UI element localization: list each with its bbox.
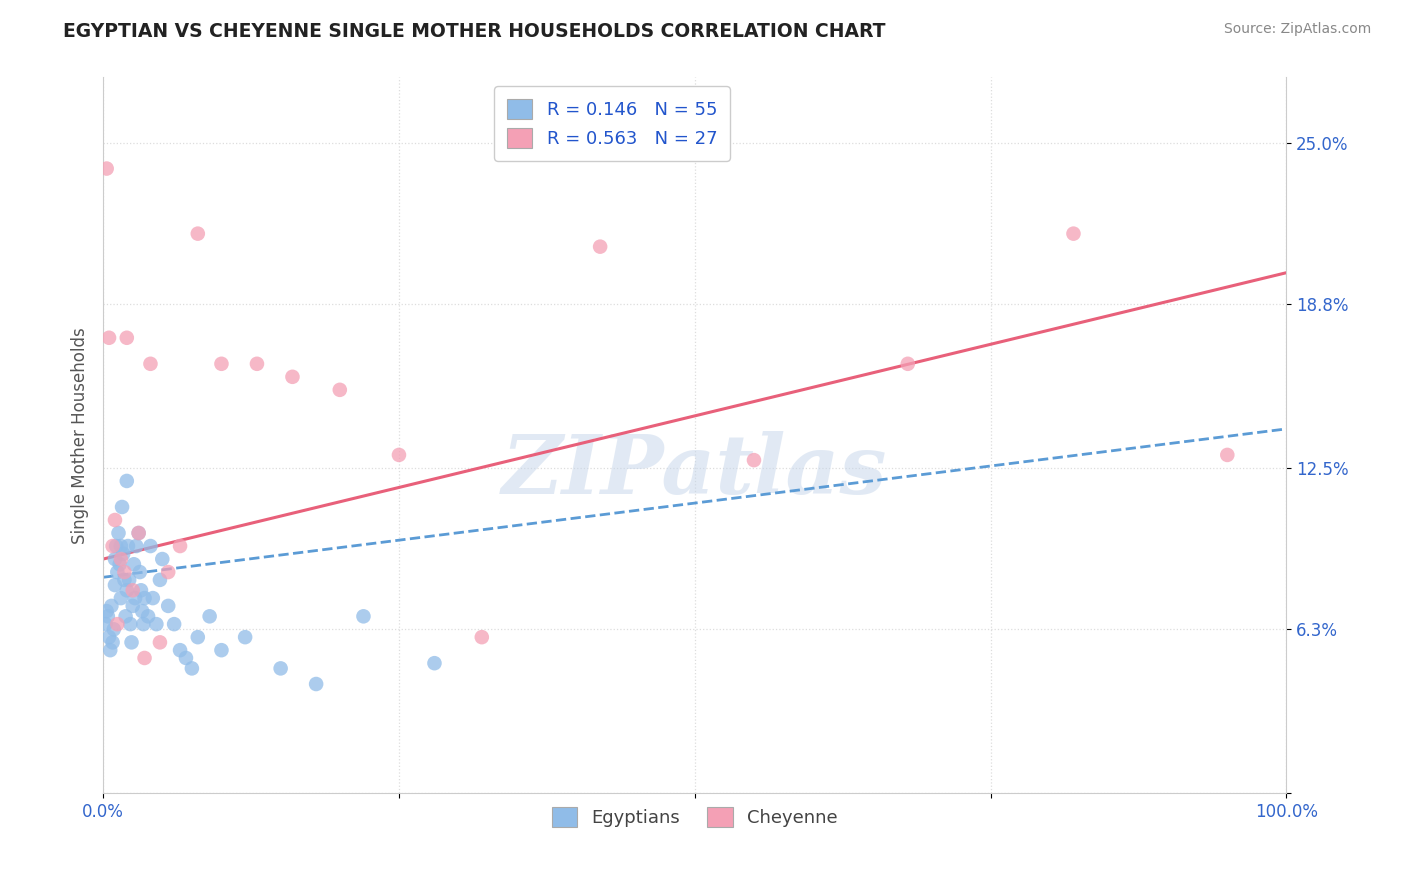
Point bbox=[149, 573, 172, 587]
Point bbox=[198, 609, 221, 624]
Point bbox=[104, 578, 127, 592]
Point bbox=[305, 677, 328, 691]
Point bbox=[128, 526, 150, 541]
Point bbox=[163, 617, 186, 632]
Point bbox=[329, 383, 352, 397]
Point bbox=[125, 539, 148, 553]
Point bbox=[97, 609, 120, 624]
Point bbox=[111, 500, 134, 514]
Point bbox=[174, 651, 197, 665]
Point bbox=[142, 591, 165, 606]
Point bbox=[121, 599, 143, 613]
Point bbox=[134, 651, 156, 665]
Point bbox=[110, 539, 132, 553]
Text: Source: ZipAtlas.com: Source: ZipAtlas.com bbox=[1223, 22, 1371, 37]
Point bbox=[108, 558, 131, 572]
Point bbox=[388, 448, 411, 462]
Y-axis label: Single Mother Households: Single Mother Households bbox=[72, 327, 89, 544]
Point bbox=[115, 331, 138, 345]
Point bbox=[112, 547, 135, 561]
Point bbox=[471, 630, 494, 644]
Point bbox=[114, 609, 136, 624]
Point bbox=[101, 635, 124, 649]
Point bbox=[1062, 227, 1084, 241]
Point bbox=[94, 617, 117, 632]
Point bbox=[353, 609, 375, 624]
Point bbox=[100, 599, 122, 613]
Point bbox=[96, 161, 118, 176]
Point bbox=[423, 656, 446, 670]
Point bbox=[136, 609, 159, 624]
Point bbox=[105, 617, 128, 632]
Point bbox=[117, 539, 139, 553]
Point bbox=[270, 661, 292, 675]
Text: EGYPTIAN VS CHEYENNE SINGLE MOTHER HOUSEHOLDS CORRELATION CHART: EGYPTIAN VS CHEYENNE SINGLE MOTHER HOUSE… bbox=[63, 22, 886, 41]
Point bbox=[139, 357, 162, 371]
Point bbox=[120, 617, 142, 632]
Point bbox=[134, 591, 156, 606]
Point bbox=[246, 357, 269, 371]
Point bbox=[98, 643, 121, 657]
Point bbox=[589, 240, 612, 254]
Point bbox=[145, 617, 167, 632]
Point bbox=[122, 558, 145, 572]
Point bbox=[118, 573, 141, 587]
Point bbox=[742, 453, 765, 467]
Point bbox=[103, 623, 125, 637]
Point bbox=[169, 539, 191, 553]
Point bbox=[211, 643, 233, 657]
Point bbox=[150, 552, 173, 566]
Point bbox=[105, 539, 128, 553]
Point bbox=[149, 635, 172, 649]
Point bbox=[897, 357, 920, 371]
Legend: Egyptians, Cheyenne: Egyptians, Cheyenne bbox=[544, 800, 845, 834]
Point bbox=[107, 526, 129, 541]
Point bbox=[281, 369, 304, 384]
Point bbox=[121, 635, 143, 649]
Point bbox=[104, 513, 127, 527]
Point bbox=[157, 565, 180, 579]
Point bbox=[180, 661, 202, 675]
Point bbox=[187, 630, 209, 644]
Point bbox=[101, 539, 124, 553]
Point bbox=[112, 565, 135, 579]
Point bbox=[131, 604, 153, 618]
Point bbox=[105, 565, 128, 579]
Point bbox=[104, 552, 127, 566]
Text: ZIPatlas: ZIPatlas bbox=[502, 431, 887, 511]
Point bbox=[98, 630, 121, 644]
Point bbox=[121, 583, 143, 598]
Point bbox=[169, 643, 191, 657]
Point bbox=[211, 357, 233, 371]
Point bbox=[233, 630, 256, 644]
Point bbox=[115, 583, 138, 598]
Point bbox=[124, 591, 146, 606]
Point bbox=[128, 565, 150, 579]
Point bbox=[132, 617, 155, 632]
Point bbox=[96, 604, 118, 618]
Point bbox=[187, 227, 209, 241]
Point bbox=[110, 552, 132, 566]
Point bbox=[112, 573, 135, 587]
Point bbox=[128, 526, 150, 541]
Point bbox=[157, 599, 180, 613]
Point bbox=[139, 539, 162, 553]
Point bbox=[115, 474, 138, 488]
Point bbox=[110, 591, 132, 606]
Point bbox=[1216, 448, 1239, 462]
Point bbox=[129, 583, 152, 598]
Point bbox=[98, 331, 121, 345]
